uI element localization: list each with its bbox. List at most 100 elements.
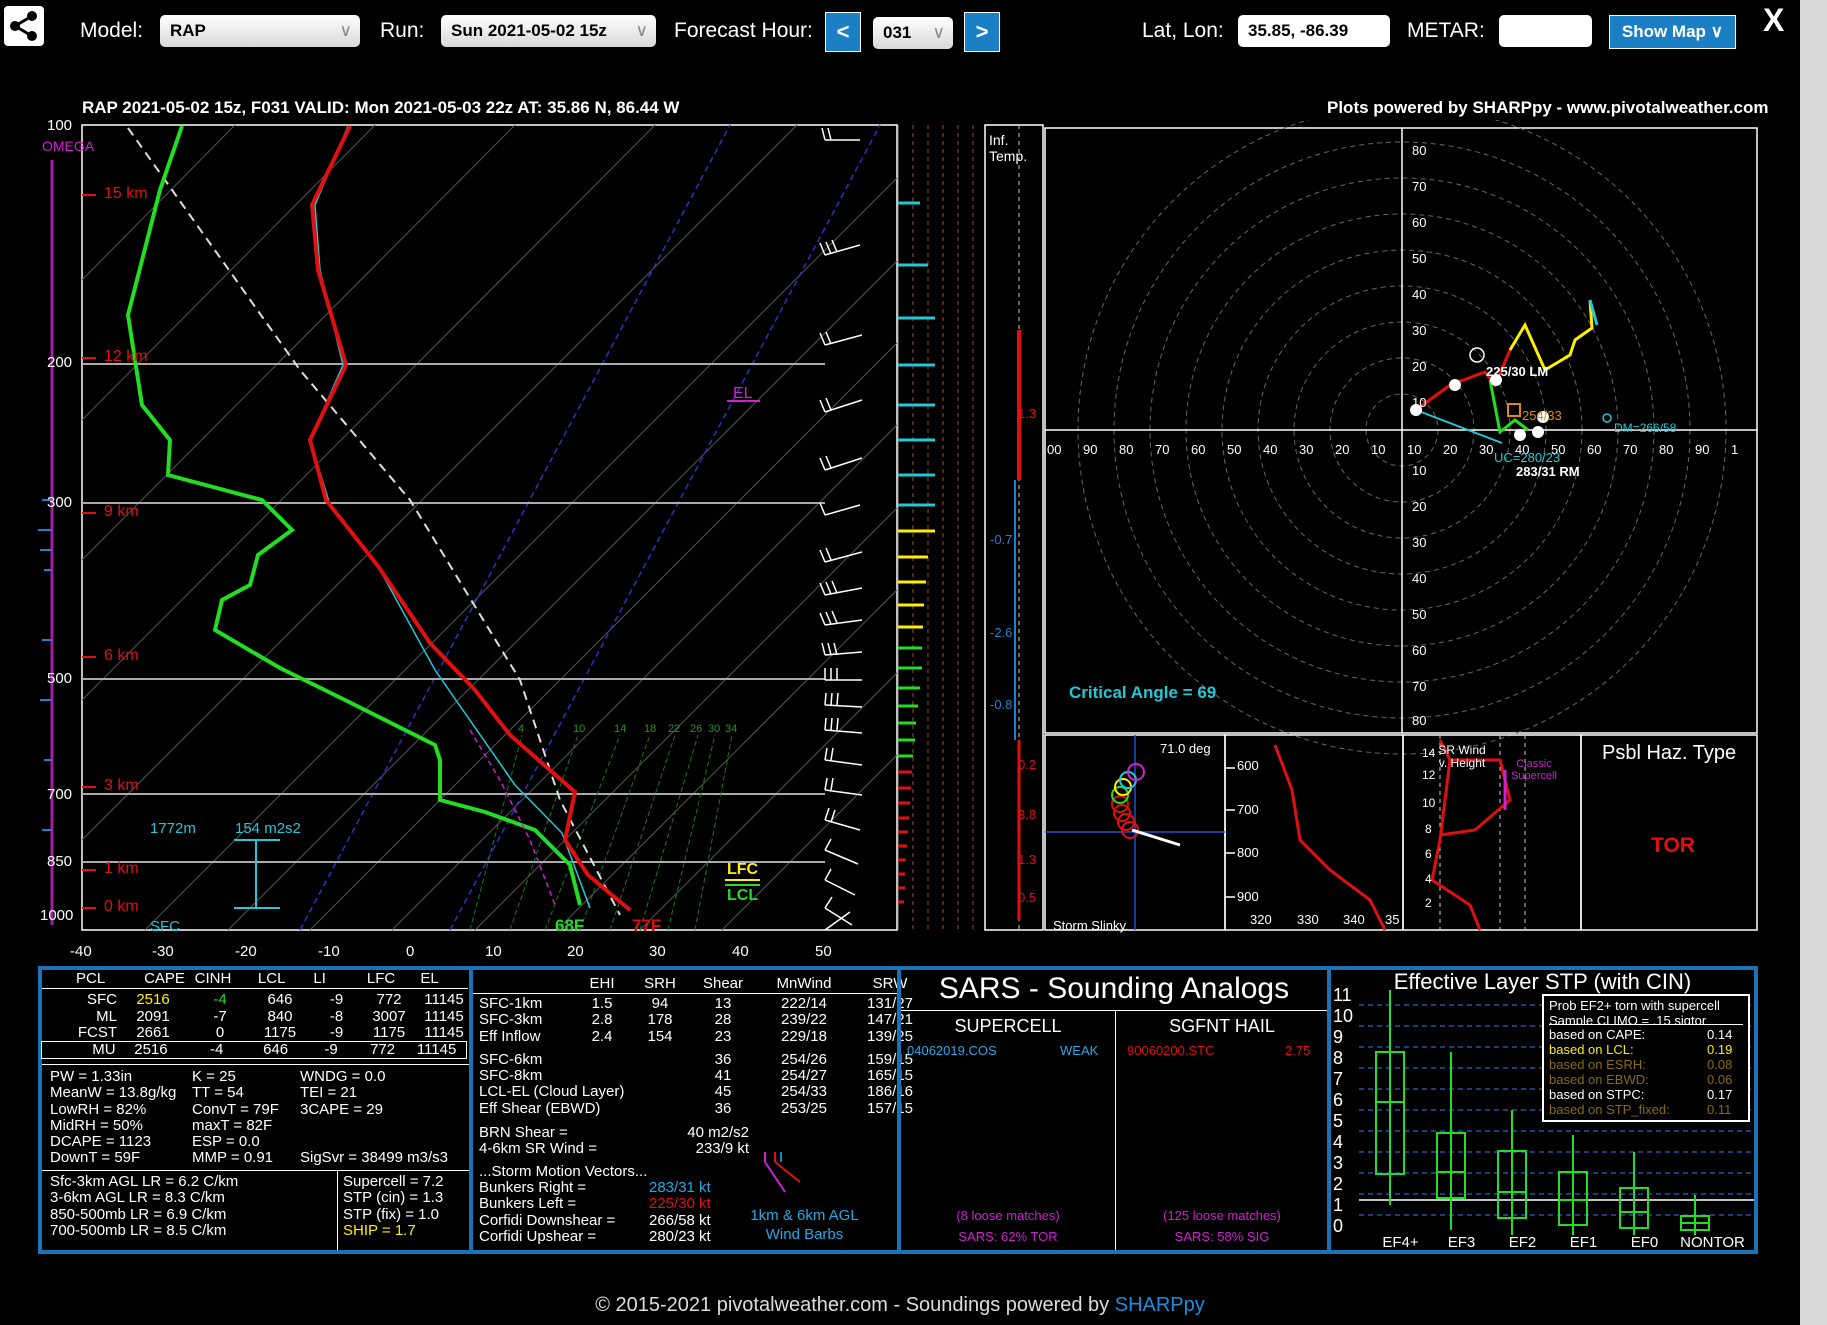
table-cell: 11145 [424, 1007, 464, 1025]
metar-input[interactable] [1499, 15, 1592, 47]
wind-barb-icon [764, 1152, 801, 1193]
footer-text: © 2015-2021 pivotalweather.com - Soundin… [595, 1294, 1110, 1316]
table-cell: 222/14 [781, 995, 827, 1012]
hodo-x-label: 50 [1551, 442, 1566, 457]
table-row: SFC-3km 2.8 178 28 239/22 147/21 [479, 1011, 930, 1029]
hodo-ring-label: 10 [1412, 395, 1427, 410]
mixing-ratio-label: 4 [518, 723, 525, 735]
lapse-rate: Sfc-3km AGL LR = 6.2 C/km [50, 1173, 239, 1190]
table-cell: 772 [370, 1040, 396, 1058]
sars-hail-match: 90060200.STC [1127, 1043, 1215, 1058]
table-cell: 186/16 [867, 1083, 913, 1101]
table-row: MU 2516 -4 646 -9 772 11145 [41, 1040, 467, 1059]
helicity-value: 154 m2s2 [235, 820, 301, 837]
table-cell: 2.4 [591, 1027, 613, 1045]
close-button[interactable]: X [1763, 2, 1785, 38]
hodo-ring-label: 20 [1412, 359, 1427, 374]
hodo-x-label: 50 [1227, 442, 1242, 457]
index: maxT = 82F [192, 1116, 273, 1134]
panel-divider [1327, 966, 1331, 1254]
prev-hour-button[interactable]: < [825, 12, 861, 52]
pressure-label-300: 300 [47, 494, 73, 511]
latlon-input[interactable]: 35.85, -86.39 [1238, 15, 1390, 47]
table-row: FCST 2661 0 1175 -9 1175 11145 [42, 1024, 474, 1042]
index: MeanW = 13.8g/kg [50, 1084, 177, 1102]
stp-y-label: 6 [1333, 1090, 1344, 1110]
hodo-ring-label: 40 [1412, 287, 1427, 302]
footer-sharppy-link[interactable]: SHARPpy [1114, 1294, 1205, 1316]
hodo-uc-label: UC=280/23 [1494, 450, 1561, 465]
km-label-1: 1 km [104, 860, 139, 877]
index: ConvT = 79F [192, 1100, 279, 1118]
table-cell: 157/15 [867, 1099, 913, 1117]
thermo-header: EL [420, 970, 439, 987]
prob-label: based on EBWD: [1549, 1072, 1649, 1087]
table-cell: 11145 [424, 1024, 464, 1041]
table-row: SFC-1km 1.5 94 13 222/14 131/27 [479, 995, 930, 1012]
theta-x-label: 35 [1385, 912, 1400, 927]
prob-label: based on LCL: [1549, 1042, 1634, 1057]
inf-value: 1.3 [1018, 406, 1037, 421]
inf-value: -2.6 [990, 625, 1013, 640]
run-select[interactable]: Sun 2021-05-02 15z ∨ [441, 15, 656, 47]
hodo-ring-label: 40 [1412, 571, 1427, 586]
index: DownT = 59F [50, 1149, 141, 1167]
lapse-rates: Sfc-3km AGL LR = 6.2 C/km 3-6km AGL LR =… [50, 1173, 239, 1239]
prob-value: 0.19 [1707, 1042, 1733, 1057]
index: PW = 1.33in [50, 1068, 133, 1085]
table-cell: 229/18 [781, 1027, 827, 1045]
hodo-x-label: 80 [1119, 442, 1134, 457]
table-cell: Eff Shear (EBWD) [479, 1099, 601, 1117]
table-cell: -8 [329, 1007, 344, 1025]
mixing-ratio-label: 22 [668, 723, 681, 735]
index: TEI = 21 [300, 1084, 358, 1102]
sars-hail-match-value: 2.75 [1285, 1043, 1311, 1058]
table-cell: 646 [267, 991, 293, 1008]
share-button[interactable] [4, 6, 44, 46]
next-hour-button[interactable]: > [964, 12, 1000, 52]
table-cell: 254/26 [781, 1050, 827, 1068]
table-row: ML 2091 -7 840 -8 3007 11145 [42, 1007, 474, 1026]
table-cell: 28 [714, 1011, 732, 1029]
kinematic-header: MnWind [776, 975, 832, 992]
panel-divider [469, 966, 473, 1254]
table-row: Eff Shear (EBWD) 36 253/25 157/15 [479, 1099, 930, 1117]
srwind-y-label: 8 [1425, 822, 1432, 836]
pressure-label-850: 850 [47, 853, 73, 870]
hodo-x-label: 40 [1515, 442, 1530, 457]
table-cell: 154 [647, 1027, 673, 1045]
table-cell: 36 [714, 1099, 732, 1117]
hodo-x-label: 70 [1623, 442, 1638, 457]
sars-supercell-loose: (8 loose matches) [956, 1208, 1060, 1223]
sr46-label: 4-6km SR Wind = [479, 1140, 597, 1158]
wind-barbs-label: 1km & 6km AGL Wind Barbs [750, 1207, 859, 1243]
mixing-ratio-label: 10 [573, 723, 586, 735]
theta-pressure-label: 900 [1237, 889, 1259, 904]
latlon-label: Lat, Lon: [1142, 19, 1224, 42]
show-map-button[interactable]: Show Map ∨ [1609, 15, 1736, 49]
stp-y-label: 4 [1333, 1132, 1344, 1152]
table-cell: 2516 [134, 1040, 168, 1058]
mixing-ratio-label: 18 [644, 723, 657, 735]
inf-value: 0.5 [1018, 890, 1037, 905]
lapse-rate: 700-500mb LR = 8.5 C/km [50, 1221, 227, 1239]
table-cell: 1175 [372, 1024, 406, 1041]
table-cell: 772 [376, 991, 402, 1008]
model-select[interactable]: RAP ∨ [160, 15, 360, 47]
forecast-hour-select[interactable]: 031 ∨ [873, 17, 953, 49]
km-label-12: 12 km [104, 348, 148, 365]
pressure-label-700: 700 [47, 786, 73, 803]
vector-value: 280/23 kt [649, 1227, 711, 1245]
table-cell: ML [96, 1007, 117, 1025]
hodo-x-label: 90 [1695, 442, 1710, 457]
table-cell: 840 [267, 1007, 293, 1025]
temp-tick: -10 [318, 943, 340, 960]
divider [42, 1064, 469, 1065]
table-cell: 254/33 [781, 1083, 827, 1101]
inf-temp-label: Inf. Temp. [989, 132, 1028, 164]
hodo-ring-label: 60 [1412, 215, 1427, 230]
srwind-y-label: 2 [1425, 896, 1432, 910]
table-cell: 0 [215, 1024, 225, 1041]
composite-indices: Supercell = 7.2 STP (cin) = 1.3 STP (fix… [343, 1173, 443, 1239]
inf-value: 0.2 [1018, 757, 1037, 772]
